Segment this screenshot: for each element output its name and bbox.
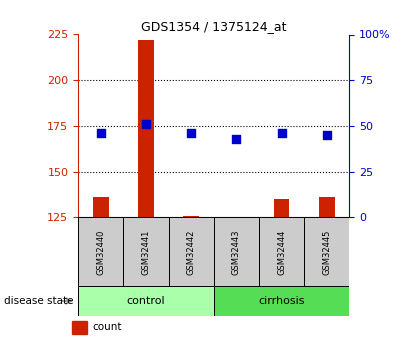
Bar [138,40,154,217]
Bar [214,217,259,286]
Point [323,132,330,138]
Title: GDS1354 / 1375124_at: GDS1354 / 1375124_at [141,20,286,33]
Bar [229,217,244,219]
Bar [319,197,335,217]
Bar [78,217,123,286]
Point [188,130,194,136]
Text: control: control [127,296,165,306]
Text: GSM32441: GSM32441 [141,229,150,275]
Point [143,121,149,127]
Bar [72,321,87,334]
Bar [169,217,214,286]
Text: GSM32443: GSM32443 [232,229,241,275]
Text: GSM32444: GSM32444 [277,229,286,275]
Point [278,130,285,136]
Text: GSM32445: GSM32445 [322,229,331,275]
Bar [93,197,109,217]
Text: GSM32440: GSM32440 [96,229,105,275]
Bar [123,217,169,286]
Bar [259,217,304,286]
Point [233,136,240,141]
Bar [214,286,349,316]
Text: disease state: disease state [4,296,74,306]
Bar [274,199,289,217]
Text: count: count [92,322,122,332]
Point [97,130,104,136]
Bar [304,217,349,286]
Text: cirrhosis: cirrhosis [258,296,305,306]
Bar [183,216,199,217]
Bar [78,286,214,316]
Text: GSM32442: GSM32442 [187,229,196,275]
